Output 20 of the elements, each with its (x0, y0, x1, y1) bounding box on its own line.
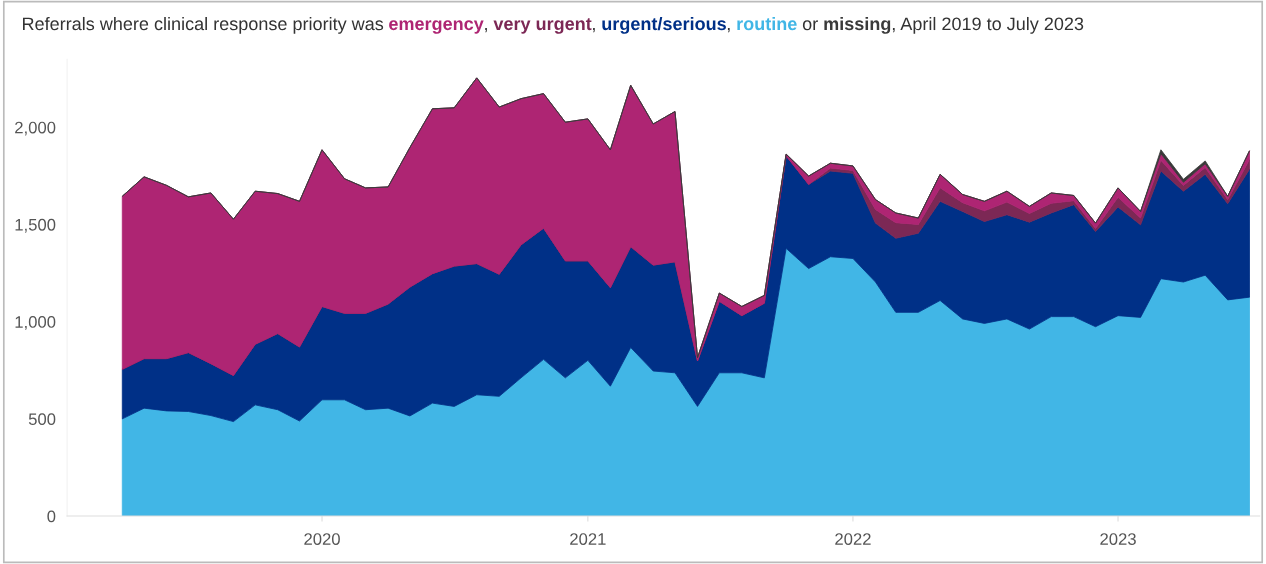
text: , (727, 28, 730, 33)
chart-title: Referrals where clinical response priority was (23, 16, 384, 34)
text: urgent/serious (602, 16, 726, 34)
text: , (485, 28, 487, 33)
text: missing (824, 16, 891, 34)
x-tick-label: 2020 (304, 533, 340, 545)
x-tick-label: 2021 (570, 533, 606, 545)
y-tick-label: 1,000 (15, 316, 56, 330)
y-tick-label: 2,000 (15, 121, 56, 136)
text: , (593, 28, 595, 33)
text: very urgent (493, 18, 592, 34)
text: routine (737, 16, 797, 31)
x-tick-label: 2023 (1100, 533, 1136, 545)
text: or (802, 20, 818, 31)
y-tick-label: 1,500 (15, 218, 56, 233)
y-tick-label: 500 (28, 413, 56, 426)
y-tick-label: 0 (47, 510, 56, 523)
x-tick-label: 2022 (835, 533, 871, 545)
text: emergency (389, 20, 484, 34)
text: , April 2019 to July 2023 (892, 16, 1084, 34)
